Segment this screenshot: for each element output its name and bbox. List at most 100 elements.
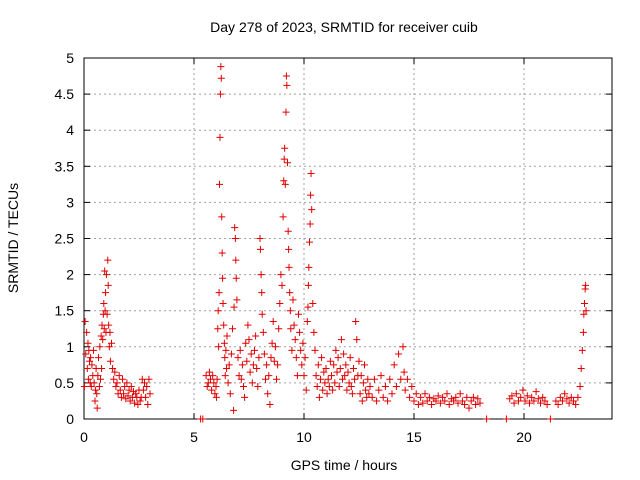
data-point <box>209 372 217 380</box>
data-point <box>233 296 241 304</box>
data-point <box>282 108 290 116</box>
data-point <box>91 386 99 394</box>
data-point <box>452 393 460 401</box>
data-point <box>112 383 120 391</box>
data-point <box>432 397 440 405</box>
data-point <box>273 375 280 383</box>
data-point <box>450 397 458 405</box>
data-point <box>567 393 575 401</box>
data-point <box>532 388 540 396</box>
data-point <box>423 397 431 405</box>
data-point <box>99 336 107 344</box>
data-point <box>265 372 273 380</box>
data-point <box>283 81 291 89</box>
data-point <box>559 397 566 405</box>
data-point <box>287 325 295 333</box>
data-point <box>543 401 551 409</box>
data-point <box>264 390 272 398</box>
data-point <box>108 339 115 347</box>
y-tick-label: 4.5 <box>55 86 75 102</box>
data-point <box>237 375 245 383</box>
data-point <box>331 379 339 387</box>
data-point <box>116 386 124 394</box>
data-point <box>84 375 92 383</box>
data-point <box>526 399 533 407</box>
data-point <box>256 245 264 253</box>
data-point <box>212 393 220 401</box>
data-point <box>301 354 309 362</box>
data-point <box>570 397 577 405</box>
data-point <box>115 372 123 380</box>
data-point <box>323 390 331 398</box>
data-series <box>80 63 590 423</box>
data-point <box>223 364 231 372</box>
data-point <box>395 350 403 358</box>
data-point <box>510 399 518 407</box>
data-point <box>280 177 288 185</box>
data-point <box>208 386 216 394</box>
data-point <box>483 415 491 423</box>
data-point <box>375 386 383 394</box>
data-point <box>465 404 473 412</box>
data-point <box>282 72 290 80</box>
data-point <box>321 379 329 387</box>
data-point <box>105 321 113 329</box>
data-point <box>258 310 266 318</box>
data-point <box>334 354 342 362</box>
data-point <box>326 357 334 365</box>
data-point <box>458 397 466 405</box>
data-point <box>93 390 101 398</box>
data-point <box>365 390 373 398</box>
data-point <box>406 393 414 401</box>
x-axis-label: GPS time / hours <box>291 457 398 473</box>
y-tick-label: 0.5 <box>55 375 75 391</box>
data-point <box>306 238 313 246</box>
data-point <box>226 390 234 398</box>
data-point <box>304 281 312 289</box>
x-tick-label: 5 <box>190 429 198 445</box>
data-point <box>368 393 376 401</box>
data-point <box>224 379 232 387</box>
data-point <box>552 397 560 405</box>
y-tick-label: 5 <box>66 50 74 66</box>
data-point <box>225 361 233 369</box>
data-point <box>212 383 220 391</box>
data-point <box>100 299 108 307</box>
data-point <box>270 357 278 365</box>
data-point <box>126 397 134 405</box>
data-point <box>403 375 411 383</box>
data-point <box>556 393 564 401</box>
data-point <box>445 401 453 409</box>
data-point <box>252 332 260 340</box>
data-point <box>293 372 301 380</box>
data-point <box>241 393 249 401</box>
data-point <box>81 318 89 326</box>
data-point <box>289 296 297 304</box>
data-point <box>358 397 366 405</box>
data-point <box>467 397 475 405</box>
data-point <box>202 372 210 380</box>
data-point <box>258 289 266 297</box>
data-point <box>441 397 449 405</box>
data-point <box>234 354 242 362</box>
data-point <box>89 346 97 354</box>
data-point <box>88 361 96 369</box>
data-point <box>86 357 93 365</box>
data-point <box>373 397 381 405</box>
data-point <box>203 383 211 391</box>
data-point <box>213 375 221 383</box>
y-axis-label: SRMTID / TECUs <box>5 183 21 293</box>
data-point <box>306 220 314 228</box>
data-point <box>146 390 154 398</box>
data-point <box>330 361 338 369</box>
data-point <box>285 263 293 271</box>
data-point <box>345 379 353 387</box>
data-point <box>436 399 444 407</box>
data-point <box>91 397 99 405</box>
data-point <box>144 401 152 409</box>
data-point <box>98 321 106 329</box>
data-point <box>348 390 356 398</box>
data-point <box>216 133 224 141</box>
data-point <box>223 332 231 340</box>
data-point <box>214 325 222 333</box>
